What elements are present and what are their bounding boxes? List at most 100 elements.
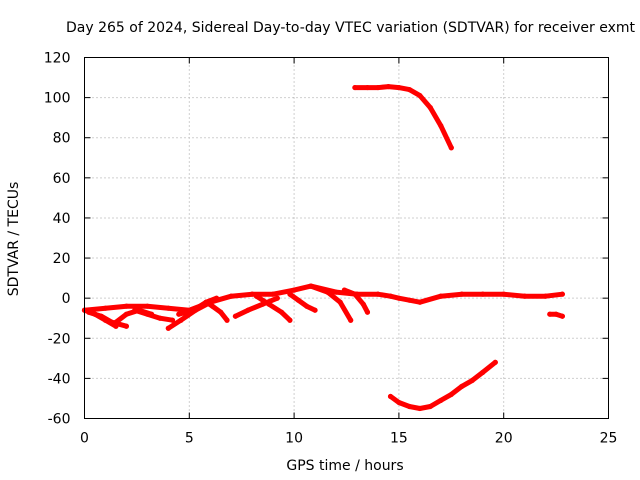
data-point bbox=[278, 309, 285, 315]
data-point bbox=[218, 309, 224, 315]
data-point bbox=[86, 309, 92, 315]
data-point bbox=[459, 291, 465, 297]
data-point bbox=[352, 291, 358, 297]
data-point bbox=[492, 359, 498, 365]
series-arc-2 bbox=[86, 309, 129, 329]
data-point bbox=[249, 291, 255, 297]
y-tick-label: 20 bbox=[53, 251, 71, 267]
data-point bbox=[245, 307, 251, 313]
data-point bbox=[295, 297, 301, 303]
data-point bbox=[266, 301, 272, 307]
x-tick-label: 20 bbox=[495, 431, 513, 447]
data-point bbox=[270, 291, 276, 297]
data-point bbox=[553, 311, 559, 317]
data-point bbox=[522, 293, 528, 299]
data-point bbox=[406, 86, 412, 93]
data-point bbox=[98, 313, 104, 319]
y-tick-label: 60 bbox=[53, 171, 71, 187]
data-point bbox=[448, 391, 454, 398]
series-arc-6 bbox=[176, 295, 219, 317]
data-point bbox=[396, 84, 402, 91]
series-arc-7 bbox=[203, 299, 230, 323]
data-point bbox=[480, 369, 486, 375]
data-point bbox=[360, 301, 366, 307]
data-point bbox=[287, 291, 293, 297]
x-tick-label: 25 bbox=[600, 431, 618, 447]
y-tick-label: 80 bbox=[53, 131, 71, 147]
data-point bbox=[213, 295, 220, 301]
x-tick-label: 0 bbox=[80, 431, 89, 447]
x-tick-label: 10 bbox=[285, 431, 303, 447]
data-point bbox=[480, 291, 486, 297]
data-point bbox=[501, 291, 507, 297]
chart-title: Day 265 of 2024, Sidereal Day-to-day VTE… bbox=[66, 20, 636, 36]
data-point bbox=[144, 311, 150, 317]
data-series bbox=[81, 83, 565, 412]
data-point bbox=[417, 93, 423, 99]
data-point bbox=[417, 299, 423, 305]
series-high-pass bbox=[352, 84, 454, 151]
data-point bbox=[209, 303, 215, 309]
axis-ticks: 0 5 10 15 20 25 -60 -40 -20 0 20 40 60 80 100 120 bbox=[44, 51, 618, 447]
data-point bbox=[291, 287, 297, 293]
data-point bbox=[304, 303, 310, 309]
data-point bbox=[341, 287, 348, 293]
series-arc-11 bbox=[308, 283, 354, 323]
data-point bbox=[417, 405, 423, 412]
series-arc-12 bbox=[341, 287, 370, 315]
data-point bbox=[406, 297, 412, 303]
data-point bbox=[348, 317, 354, 323]
data-point bbox=[459, 383, 465, 390]
data-point bbox=[427, 105, 433, 111]
data-point bbox=[232, 313, 239, 319]
data-point bbox=[203, 299, 209, 305]
data-point bbox=[547, 311, 553, 317]
series-arc-4 bbox=[132, 307, 175, 323]
data-point bbox=[385, 83, 392, 90]
data-point bbox=[438, 397, 444, 404]
y-tick-label: -20 bbox=[48, 331, 71, 347]
data-point bbox=[113, 319, 119, 325]
y-tick-label: 0 bbox=[62, 291, 71, 307]
y-tick-label: -60 bbox=[48, 412, 71, 428]
data-point bbox=[406, 403, 412, 410]
data-point bbox=[228, 293, 234, 299]
data-point bbox=[375, 84, 381, 91]
data-point bbox=[559, 291, 565, 297]
plot-frame bbox=[84, 57, 609, 419]
data-point bbox=[123, 303, 130, 309]
series-arc-10 bbox=[287, 291, 318, 313]
data-point bbox=[190, 307, 197, 313]
data-point bbox=[438, 293, 444, 299]
data-point bbox=[102, 305, 109, 311]
data-point bbox=[448, 145, 454, 151]
data-point bbox=[543, 293, 549, 299]
series-arc-8 bbox=[232, 295, 280, 319]
grid bbox=[84, 57, 609, 419]
data-point bbox=[287, 317, 293, 323]
x-tick-label: 15 bbox=[390, 431, 408, 447]
data-point bbox=[274, 295, 280, 301]
data-point bbox=[333, 289, 339, 295]
data-point bbox=[109, 319, 115, 325]
data-point bbox=[176, 311, 182, 317]
data-point bbox=[325, 289, 331, 295]
data-point bbox=[559, 313, 565, 319]
y-tick-label: 100 bbox=[44, 91, 71, 107]
x-tick-label: 5 bbox=[185, 431, 194, 447]
data-point bbox=[157, 315, 163, 321]
y-tick-label: -40 bbox=[48, 371, 71, 387]
data-point bbox=[375, 291, 381, 297]
data-point bbox=[224, 317, 230, 323]
data-point bbox=[352, 84, 358, 91]
data-point bbox=[123, 323, 130, 329]
data-point bbox=[123, 311, 130, 317]
data-point bbox=[396, 399, 402, 406]
data-point bbox=[396, 295, 402, 301]
data-point bbox=[165, 325, 171, 331]
data-point bbox=[132, 307, 138, 313]
data-point bbox=[364, 309, 371, 315]
data-point bbox=[364, 84, 371, 91]
data-point bbox=[469, 377, 475, 383]
